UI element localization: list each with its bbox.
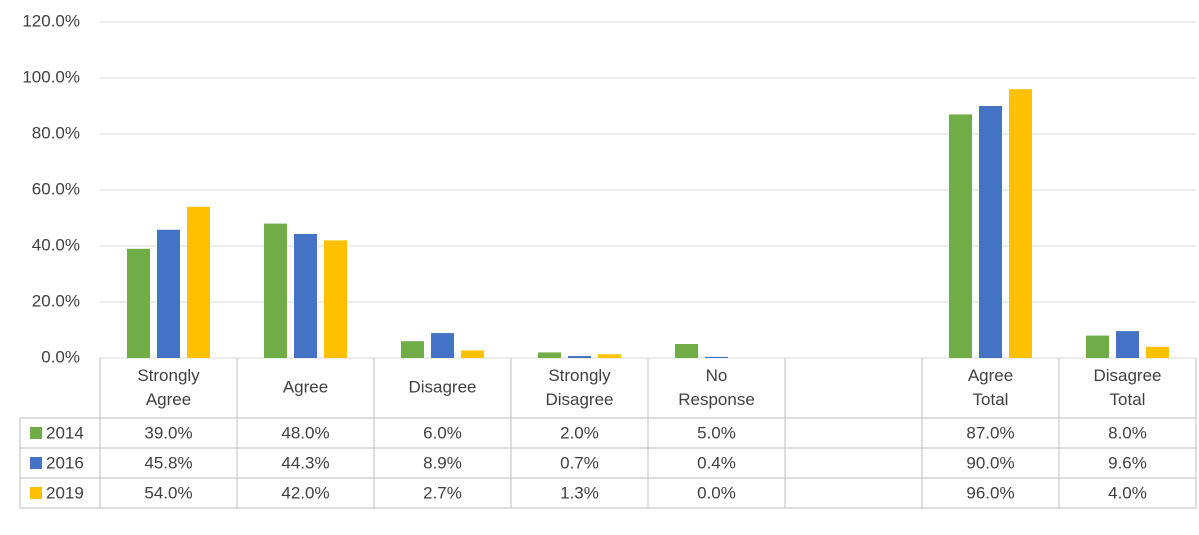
bar bbox=[127, 248, 150, 358]
bar bbox=[264, 223, 287, 358]
bar bbox=[949, 114, 972, 359]
table-cell: 4.0% bbox=[1108, 483, 1147, 502]
table-cell: 5.0% bbox=[697, 423, 736, 442]
table-cell: 0.0% bbox=[697, 483, 736, 502]
bar bbox=[294, 233, 317, 358]
bar bbox=[1086, 335, 1109, 358]
bar bbox=[461, 350, 484, 358]
legend-label: 2019 bbox=[46, 483, 84, 502]
table-cell: 44.3% bbox=[281, 453, 329, 472]
table-cell: 54.0% bbox=[144, 483, 192, 502]
table-cell: 45.8% bbox=[144, 453, 192, 472]
table-cell: 48.0% bbox=[281, 423, 329, 442]
bar bbox=[187, 206, 210, 358]
table-cell: 0.4% bbox=[697, 453, 736, 472]
y-tick-label: 100.0% bbox=[22, 67, 80, 86]
x-tick-label: Strongly Agree bbox=[137, 366, 200, 409]
bar bbox=[1116, 331, 1139, 358]
bar bbox=[538, 352, 561, 358]
table-cell: 0.7% bbox=[560, 453, 599, 472]
table-cell: 2.7% bbox=[423, 483, 462, 502]
y-tick-label: 120.0% bbox=[22, 11, 80, 30]
legend-swatch bbox=[30, 457, 42, 469]
bar bbox=[401, 341, 424, 358]
table-cell: 42.0% bbox=[281, 483, 329, 502]
legend-swatch bbox=[30, 427, 42, 439]
bar bbox=[324, 240, 347, 358]
table-cell: 87.0% bbox=[966, 423, 1014, 442]
bar bbox=[1146, 346, 1169, 358]
table-cell: 6.0% bbox=[423, 423, 462, 442]
bar bbox=[157, 229, 180, 358]
bar bbox=[675, 344, 698, 358]
table-cell: 8.9% bbox=[423, 453, 462, 472]
y-tick-label: 40.0% bbox=[32, 235, 80, 254]
table-cell: 39.0% bbox=[144, 423, 192, 442]
legend-swatch bbox=[30, 487, 42, 499]
x-tick-label: Agree Total bbox=[968, 366, 1013, 409]
bar bbox=[705, 356, 728, 358]
bar bbox=[431, 333, 454, 358]
table-cell: 90.0% bbox=[966, 453, 1014, 472]
bar bbox=[598, 354, 621, 358]
legend-label: 2016 bbox=[46, 453, 84, 472]
table-cell: 1.3% bbox=[560, 483, 599, 502]
y-tick-label: 20.0% bbox=[32, 291, 80, 310]
table-cell: 8.0% bbox=[1108, 423, 1147, 442]
table-cell: 2.0% bbox=[560, 423, 599, 442]
x-tick-label: Agree bbox=[283, 377, 328, 396]
bar bbox=[979, 106, 1002, 358]
y-tick-label: 60.0% bbox=[32, 179, 80, 198]
table-cell: 9.6% bbox=[1108, 453, 1147, 472]
bar bbox=[568, 356, 591, 358]
y-tick-label: 80.0% bbox=[32, 123, 80, 142]
legend-label: 2014 bbox=[46, 423, 84, 442]
y-tick-label: 0.0% bbox=[41, 347, 80, 366]
x-tick-label: Disagree bbox=[408, 377, 476, 396]
bar bbox=[1009, 89, 1032, 358]
x-tick-label: No Response bbox=[678, 366, 755, 409]
x-tick-label: Strongly Disagree bbox=[545, 366, 613, 409]
table-cell: 96.0% bbox=[966, 483, 1014, 502]
x-tick-label: Disagree Total bbox=[1093, 366, 1161, 409]
